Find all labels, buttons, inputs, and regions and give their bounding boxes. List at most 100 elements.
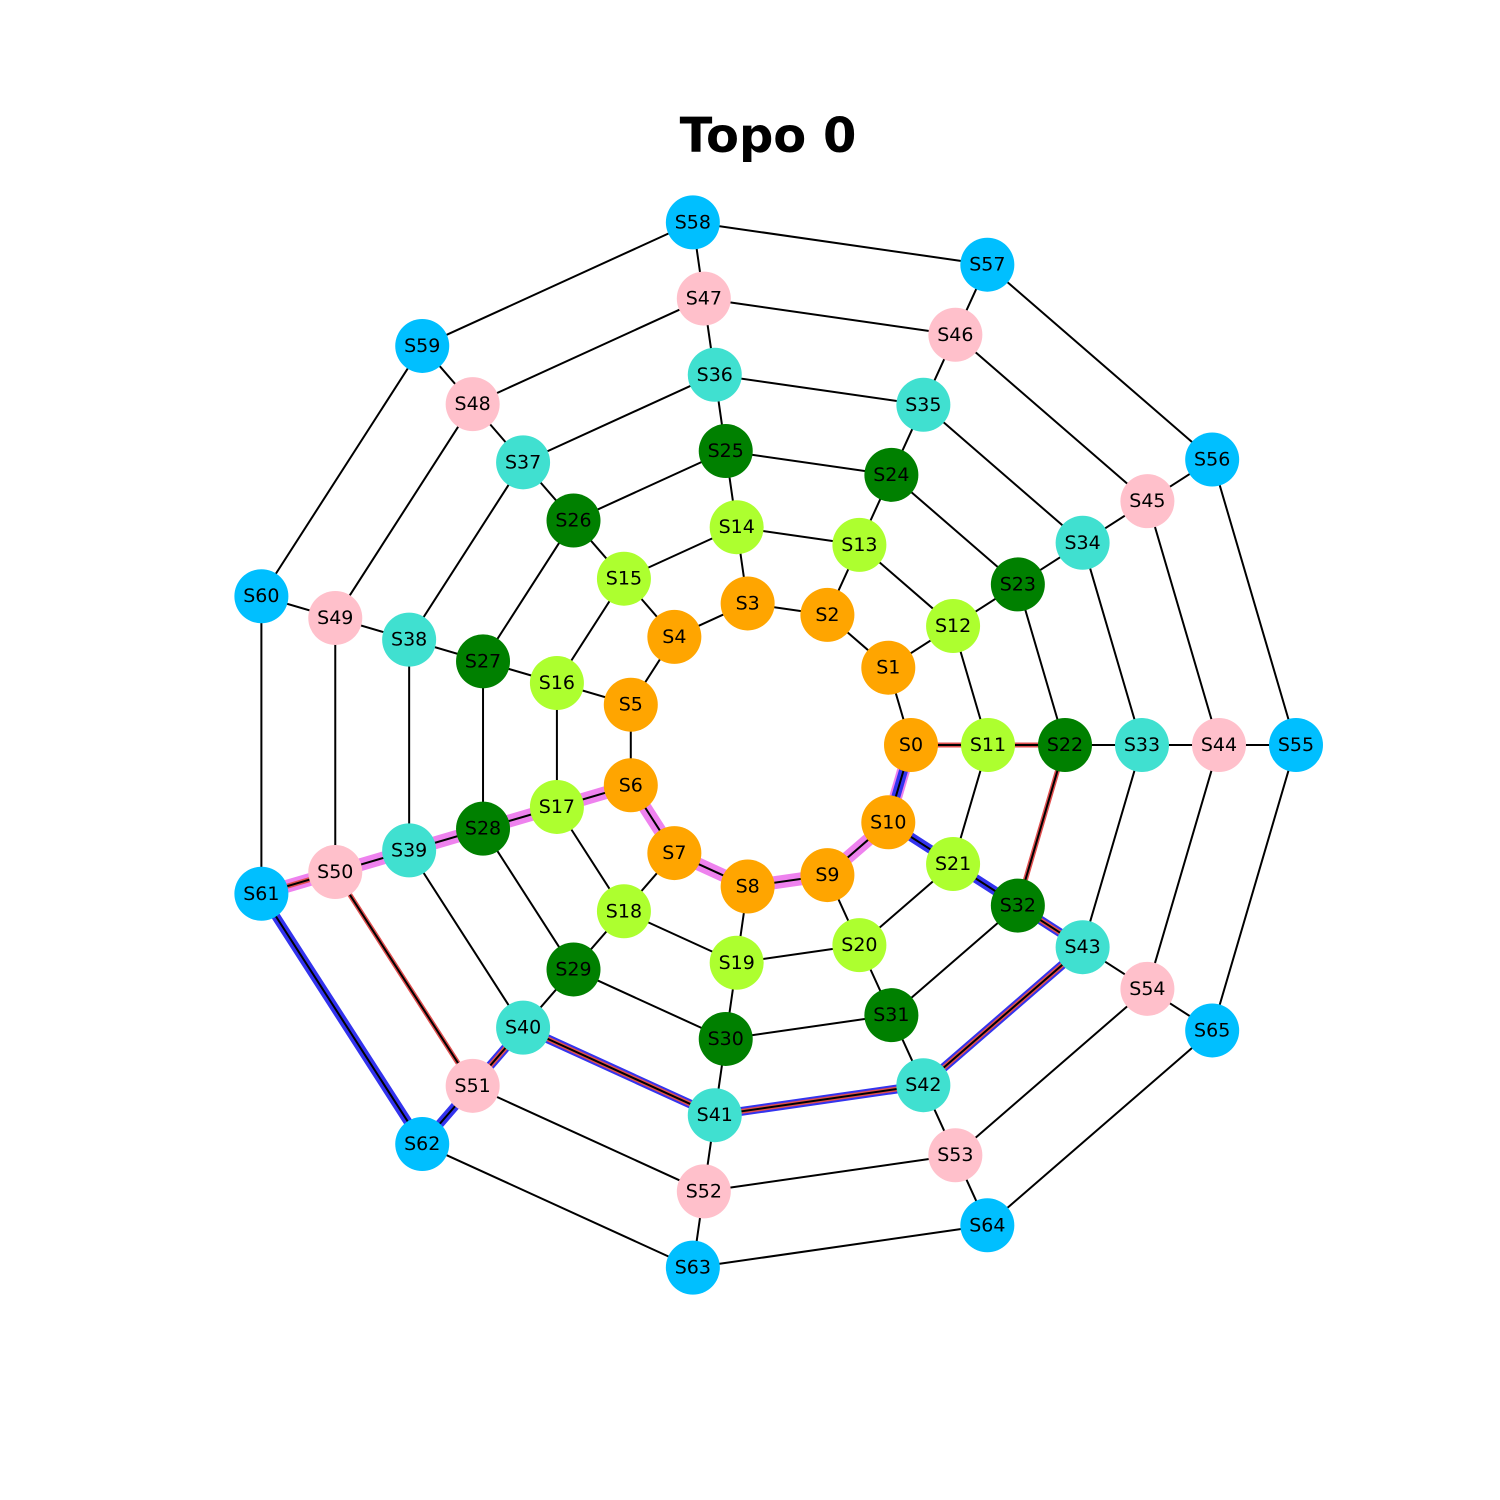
node-label: S65 — [1194, 1019, 1230, 1041]
node-s33: S33 — [1115, 718, 1169, 772]
node-label: S63 — [675, 1257, 711, 1279]
node-circle — [529, 779, 584, 834]
node-s57: S57 — [960, 237, 1015, 292]
node-s16: S16 — [529, 656, 584, 711]
edge-S36-S37 — [522, 373, 716, 464]
node-s6: S6 — [603, 758, 658, 813]
edge-S35-S36 — [713, 373, 925, 406]
edge-S41-S42 — [713, 1084, 925, 1117]
node-circle — [676, 1164, 731, 1219]
edge-S24-S25 — [724, 450, 893, 476]
node-s61: S61 — [234, 866, 289, 921]
node-s11: S11 — [961, 718, 1015, 772]
node-circle — [1038, 718, 1092, 772]
node-circle — [603, 758, 658, 813]
edge-S57-S58 — [691, 221, 989, 266]
node-s2: S2 — [800, 587, 855, 642]
node-label: S57 — [969, 254, 1005, 276]
edge-S47-S48 — [471, 297, 705, 406]
node-label: S26 — [555, 510, 591, 532]
node-circle — [676, 271, 731, 326]
node-s51: S51 — [445, 1058, 500, 1113]
node-s31: S31 — [864, 988, 919, 1043]
node-label: S42 — [905, 1074, 941, 1096]
node-label: S59 — [404, 335, 440, 357]
node-label: S33 — [1124, 734, 1160, 756]
node-circle — [1055, 515, 1110, 570]
node-s15: S15 — [596, 551, 651, 606]
node-circle — [496, 435, 551, 490]
node-circle — [720, 576, 775, 631]
node-label: S25 — [708, 440, 744, 462]
node-s5: S5 — [603, 677, 658, 732]
node-s7: S7 — [647, 826, 702, 881]
node-circle — [709, 500, 764, 555]
node-circle — [926, 836, 981, 891]
node-label: S62 — [404, 1133, 440, 1155]
node-circle — [395, 318, 450, 373]
edge-S59-S60 — [260, 344, 424, 598]
node-circle — [1185, 432, 1240, 487]
node-circle — [234, 866, 289, 921]
node-circle — [1120, 474, 1175, 529]
node-circle — [687, 1088, 742, 1143]
node-label: S43 — [1065, 936, 1101, 958]
node-label: S56 — [1194, 449, 1230, 471]
node-s62: S62 — [395, 1117, 450, 1172]
edge-S44-S45 — [1146, 500, 1220, 746]
node-circle — [596, 884, 651, 939]
node-label: S13 — [841, 534, 877, 556]
node-s52: S52 — [676, 1164, 731, 1219]
node-s49: S49 — [308, 590, 363, 645]
node-s50: S50 — [308, 845, 363, 900]
edge-S61-S62 — [260, 892, 424, 1146]
node-circle — [382, 612, 437, 667]
node-label: S22 — [1047, 734, 1083, 756]
edge-S58-S59 — [421, 221, 694, 347]
node-label: S10 — [870, 811, 906, 833]
node-s26: S26 — [546, 493, 601, 548]
node-s27: S27 — [456, 634, 511, 689]
node-circle — [832, 517, 887, 572]
edge-S25-S26 — [572, 450, 727, 522]
node-label: S4 — [662, 626, 686, 648]
node-label: S29 — [555, 958, 591, 980]
node-circle — [546, 493, 601, 548]
node-circle — [382, 823, 437, 878]
node-label: S44 — [1201, 734, 1237, 756]
node-s29: S29 — [546, 942, 601, 997]
node-label: S5 — [619, 694, 643, 716]
node-s37: S37 — [496, 435, 551, 490]
node-s25: S25 — [698, 424, 753, 479]
node-s17: S17 — [529, 779, 584, 834]
node-s54: S54 — [1120, 961, 1175, 1016]
node-s9: S9 — [800, 848, 855, 903]
node-label: S55 — [1278, 734, 1314, 756]
node-s48: S48 — [445, 377, 500, 432]
node-circle — [1120, 961, 1175, 1016]
node-circle — [603, 677, 658, 732]
node-s42: S42 — [896, 1058, 951, 1113]
node-s53: S53 — [928, 1128, 983, 1183]
node-circle — [234, 569, 289, 624]
node-s12: S12 — [926, 599, 981, 654]
node-s39: S39 — [382, 823, 437, 878]
edge-S54-S44 — [1146, 744, 1220, 990]
node-s28: S28 — [456, 801, 511, 856]
node-s41: S41 — [687, 1088, 742, 1143]
edge-S34-S35 — [922, 403, 1084, 544]
node-label: S30 — [708, 1028, 744, 1050]
edge-S50-S51 — [334, 871, 474, 1087]
node-circle — [861, 640, 916, 695]
node-circle — [709, 935, 764, 990]
node-s24: S24 — [864, 447, 919, 502]
node-label: S41 — [697, 1104, 733, 1126]
node-circle — [647, 609, 702, 664]
node-circle — [960, 237, 1015, 292]
node-label: S23 — [1000, 573, 1036, 595]
node-s0: S0 — [884, 718, 938, 772]
node-circle — [861, 795, 916, 850]
node-s8: S8 — [720, 859, 775, 914]
node-circle — [687, 347, 742, 402]
node-label: S32 — [1000, 895, 1036, 917]
